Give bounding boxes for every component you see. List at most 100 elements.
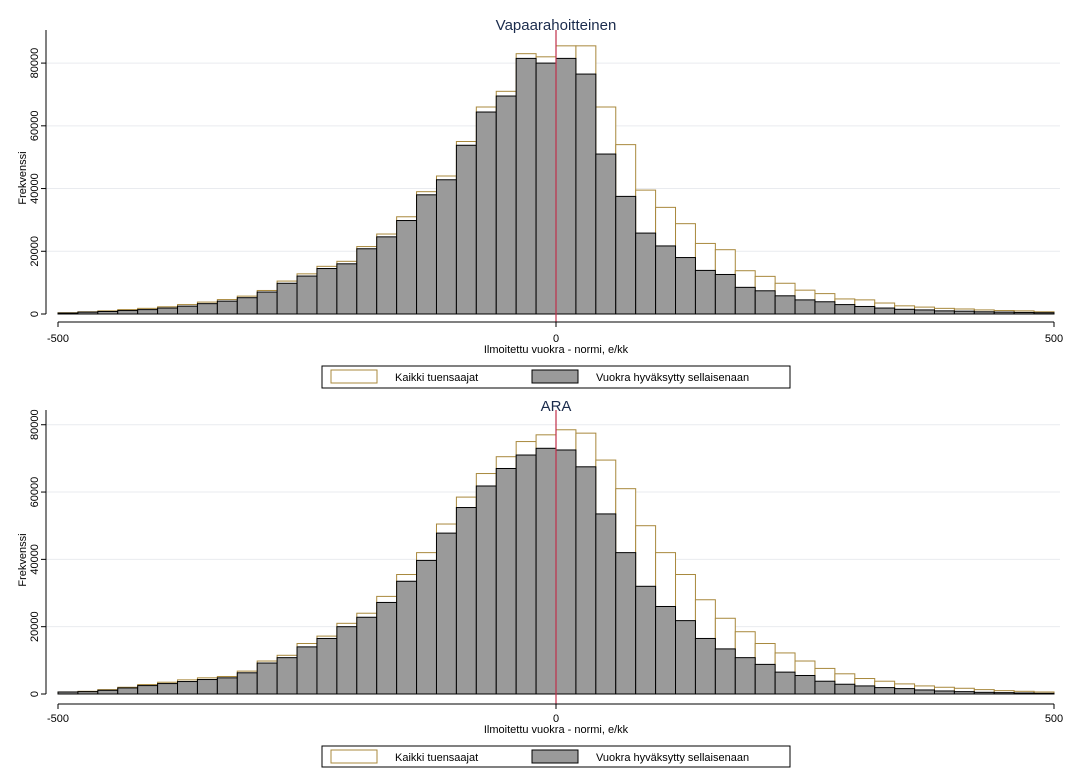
bar-vuokra-hyvaksytty xyxy=(376,601,398,695)
x-axis-label: Ilmoitettu vuokra - normi, e/kk xyxy=(484,344,629,356)
bar-vuokra-hyvaksytty xyxy=(455,507,477,695)
bar-vuokra-hyvaksytty xyxy=(216,677,238,695)
bar-vuokra-hyvaksytty xyxy=(555,449,577,695)
bar-vuokra-hyvaksytty xyxy=(734,657,756,695)
bar-vuokra-hyvaksytty xyxy=(635,232,657,315)
bar-vuokra-hyvaksytty xyxy=(57,312,79,315)
bar-vuokra-hyvaksytty xyxy=(1013,311,1035,315)
bar-vuokra-hyvaksytty xyxy=(575,466,597,695)
bar-vuokra-hyvaksytty xyxy=(356,616,378,695)
bar-vuokra-hyvaksytty xyxy=(894,688,916,695)
bar-vuokra-hyvaksytty xyxy=(336,263,358,315)
y-tick-label: 60000 xyxy=(29,111,41,142)
bar-vuokra-hyvaksytty xyxy=(694,637,716,695)
bar-vuokra-hyvaksytty xyxy=(754,290,776,315)
bar-vuokra-hyvaksytty xyxy=(1013,692,1035,695)
chart-title: ARA xyxy=(541,398,572,415)
panel-vapaarahoitteinen: Vapaarahoitteinen Frekvenssi 0 20000 40000… xyxy=(8,8,1064,393)
bar-vuokra-hyvaksytty xyxy=(236,672,258,695)
bar-vuokra-hyvaksytty xyxy=(874,687,896,695)
bar-vuokra-hyvaksytty xyxy=(416,194,437,315)
legend-swatch-vuokra xyxy=(531,749,579,764)
bar-vuokra-hyvaksytty xyxy=(714,273,736,315)
bar-vuokra-hyvaksytty xyxy=(655,245,677,315)
bar-vuokra-hyvaksytty xyxy=(495,467,517,695)
bar-vuokra-hyvaksytty xyxy=(157,683,179,695)
legend-label-kaikki: Kaikki tuensaajat xyxy=(395,372,478,384)
bar-vuokra-hyvaksytty xyxy=(635,585,657,695)
bar-vuokra-hyvaksytty xyxy=(416,559,437,695)
bar-vuokra-hyvaksytty xyxy=(236,297,258,315)
bar-vuokra-hyvaksytty xyxy=(794,299,816,315)
bar-vuokra-hyvaksytty xyxy=(157,307,179,315)
bar-vuokra-hyvaksytty xyxy=(774,671,796,695)
bar-vuokra-hyvaksytty xyxy=(854,685,876,695)
legend-swatch-vuokra xyxy=(531,369,579,384)
bar-vuokra-hyvaksytty xyxy=(834,683,856,695)
bar-vuokra-hyvaksytty xyxy=(515,57,537,315)
bar-vuokra-hyvaksytty xyxy=(296,275,318,315)
bar-vuokra-hyvaksytty xyxy=(216,300,238,315)
bar-vuokra-hyvaksytty xyxy=(814,301,836,315)
y-tick-label: 40000 xyxy=(29,173,41,204)
bar-vuokra-hyvaksytty xyxy=(555,57,577,315)
chart-title: Vapaarahoitteinen xyxy=(496,17,617,34)
panel-ara: ARA Frekvenssi 0 20000 40000 60000 80000 -50… xyxy=(8,398,1064,768)
bar-vuokra-hyvaksytty xyxy=(276,282,298,315)
bar-vuokra-hyvaksytty xyxy=(953,691,975,695)
bar-vuokra-hyvaksytty xyxy=(595,153,617,315)
bar-vuokra-hyvaksytty xyxy=(615,552,637,695)
x-axis-label: Ilmoitettu vuokra - normi, e/kk xyxy=(484,724,629,736)
bar-vuokra-hyvaksytty xyxy=(874,307,896,315)
bar-vuokra-hyvaksytty xyxy=(655,605,677,695)
bar-vuokra-hyvaksytty xyxy=(1033,692,1055,695)
bar-vuokra-hyvaksytty xyxy=(535,447,557,695)
legend-swatch-kaikki xyxy=(330,369,378,384)
y-tick-label: 80000 xyxy=(29,409,41,440)
bar-vuokra-hyvaksytty xyxy=(276,657,298,695)
bar-vuokra-hyvaksytty xyxy=(495,95,517,315)
bar-vuokra-hyvaksytty xyxy=(515,454,537,695)
bar-vuokra-hyvaksytty xyxy=(714,648,736,695)
bar-vuokra-hyvaksytty xyxy=(296,646,318,695)
bar-vuokra-hyvaksytty xyxy=(396,220,418,315)
y-tick-labels: 0 20000 40000 60000 80000 xyxy=(29,409,46,697)
y-tick-labels: 0 20000 40000 60000 80000 xyxy=(29,48,46,317)
bar-vuokra-hyvaksytty xyxy=(316,268,338,315)
bar-vuokra-hyvaksytty xyxy=(196,679,218,695)
bar-vuokra-hyvaksytty xyxy=(774,295,796,315)
bar-vuokra-hyvaksytty xyxy=(376,236,398,315)
x-tick-labels: -500 0 500 xyxy=(47,322,1063,345)
x-tick-label: 500 xyxy=(1045,333,1063,345)
bar-vuokra-hyvaksytty xyxy=(77,691,99,695)
bar-vuokra-hyvaksytty xyxy=(1033,312,1055,315)
x-tick-label: -500 xyxy=(47,713,69,725)
bar-vuokra-hyvaksytty xyxy=(675,257,696,315)
bar-vuokra-hyvaksytty xyxy=(973,691,995,695)
y-axis-label: Frekvenssi xyxy=(17,151,29,204)
bar-vuokra-hyvaksytty xyxy=(754,663,776,695)
bar-vuokra-hyvaksytty xyxy=(475,111,497,315)
bar-vuokra-hyvaksytty xyxy=(595,513,617,695)
y-tick-label: 60000 xyxy=(29,477,41,508)
bar-vuokra-hyvaksytty xyxy=(435,532,457,695)
bar-vuokra-hyvaksytty xyxy=(97,689,119,695)
y-tick-label: 80000 xyxy=(29,48,41,79)
bar-vuokra-hyvaksytty xyxy=(894,308,916,315)
bar-vuokra-hyvaksytty xyxy=(933,310,955,315)
y-tick-label: 40000 xyxy=(29,544,41,575)
bar-vuokra-hyvaksytty xyxy=(814,680,836,695)
bar-vuokra-hyvaksytty xyxy=(177,305,198,315)
bar-vuokra-hyvaksytty xyxy=(137,309,159,315)
bars-vuokra-hyvaksytty xyxy=(57,447,1055,695)
bar-vuokra-hyvaksytty xyxy=(435,179,457,315)
bar-vuokra-hyvaksytty xyxy=(196,303,218,315)
bar-vuokra-hyvaksytty xyxy=(455,144,477,315)
legend-label-vuokra: Vuokra hyväksytty sellaisenaan xyxy=(596,372,749,384)
x-tick-labels: -500 0 500 xyxy=(47,704,1063,725)
bar-vuokra-hyvaksytty xyxy=(256,662,278,695)
y-axis-label: Frekvenssi xyxy=(17,533,29,586)
bar-vuokra-hyvaksytty xyxy=(575,73,597,315)
bar-vuokra-hyvaksytty xyxy=(953,310,975,315)
